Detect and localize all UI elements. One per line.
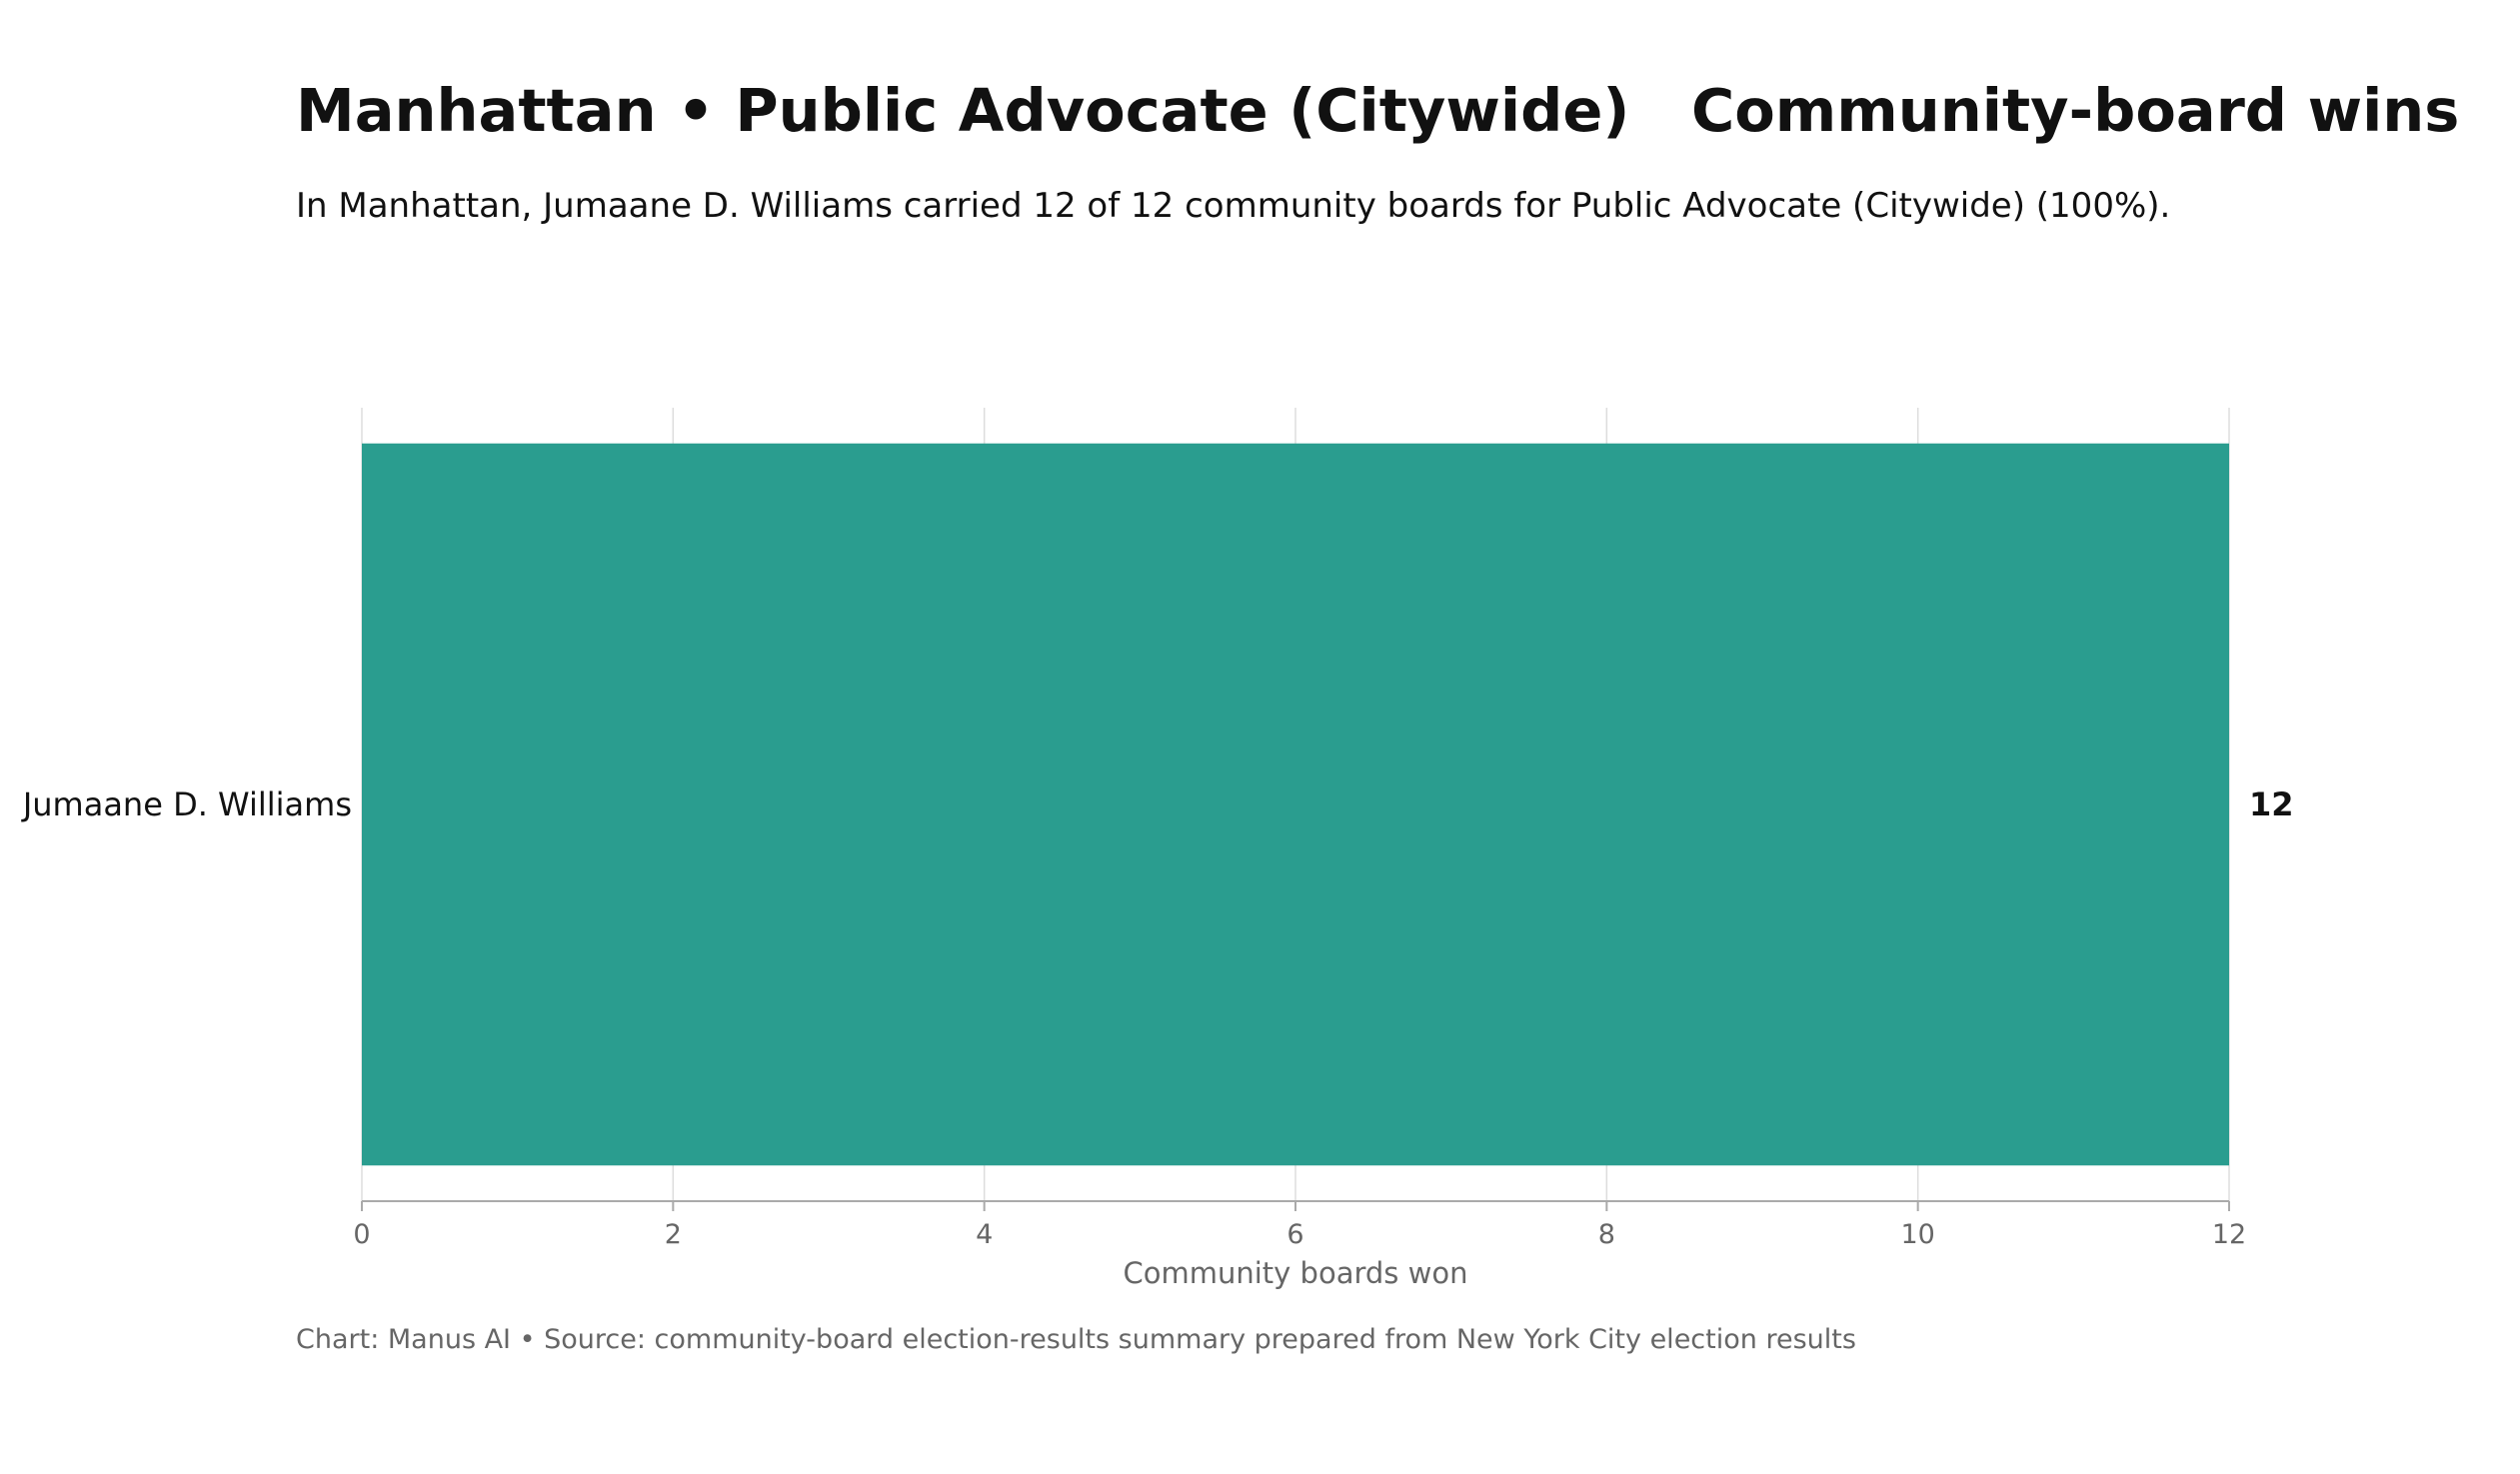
chart-title: Manhattan • Public Advocate (Citywide) C…: [296, 76, 2460, 145]
bar-0: [362, 443, 2229, 1166]
x-axis: 0 2 4 6 8 10 12: [353, 1200, 2246, 1250]
category-label-0: Jumaane D. Williams: [21, 785, 352, 823]
value-label-0: 12: [2249, 785, 2294, 823]
x-tick-label-8: 8: [1598, 1219, 1615, 1250]
x-axis-title: Community boards won: [1124, 1256, 1468, 1290]
x-tick-label-12: 12: [2212, 1219, 2246, 1250]
labels: Jumaane D. Williams 12: [21, 785, 2294, 823]
bars: [362, 443, 2229, 1166]
x-tick-label-6: 6: [1286, 1219, 1303, 1250]
x-tick-label-10: 10: [1900, 1219, 1934, 1250]
x-tick-label-4: 4: [976, 1219, 993, 1250]
chart-footer: Chart: Manus AI • Source: community-boar…: [296, 1324, 1856, 1355]
x-tick-label-0: 0: [353, 1219, 370, 1250]
x-tick-label-2: 2: [665, 1219, 682, 1250]
chart-subtitle: In Manhattan, Jumaane D. Williams carrie…: [296, 186, 2171, 226]
